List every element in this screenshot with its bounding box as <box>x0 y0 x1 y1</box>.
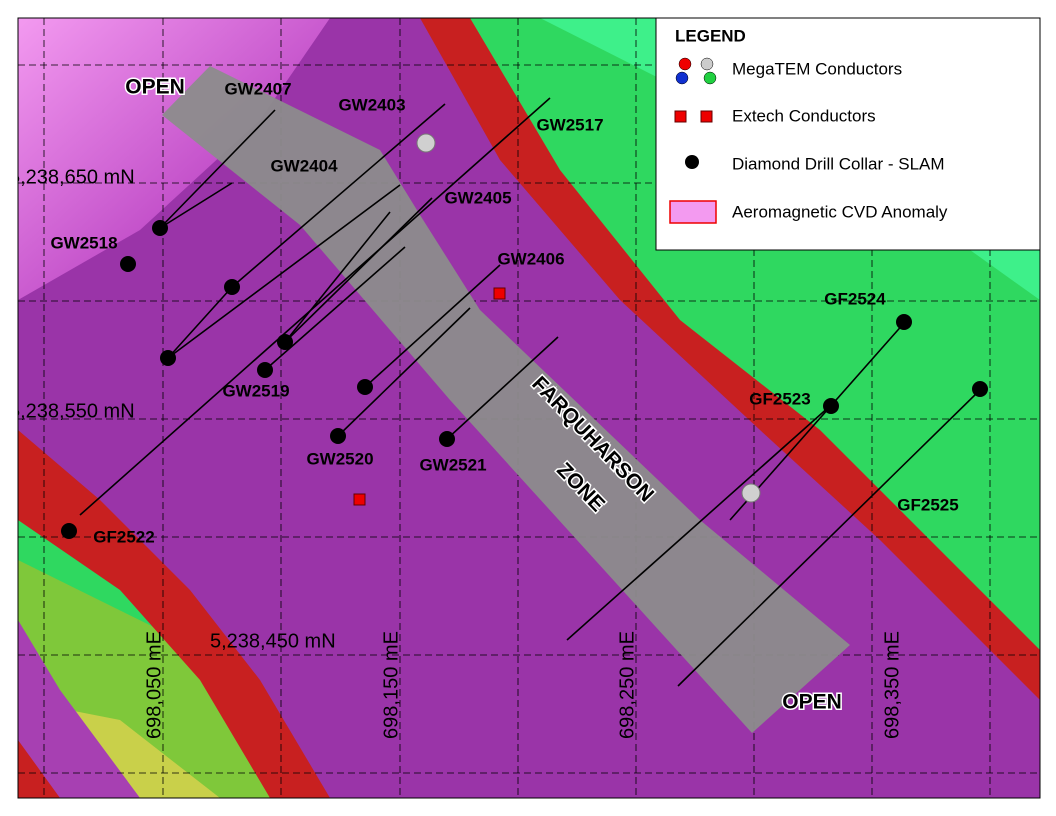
drill-collar <box>896 314 912 330</box>
open-label: OPEN <box>125 76 185 99</box>
legend-box <box>655 17 1041 251</box>
easting-label: 698,150 mE <box>380 631 402 739</box>
drill-trace <box>337 307 471 437</box>
drill-collar <box>160 350 176 366</box>
drill-trace <box>231 103 446 288</box>
drill-collar <box>152 220 168 236</box>
hole-label: GF2522 <box>93 527 154 546</box>
hole-label: GW2403 <box>338 95 405 114</box>
legend-label: Extech Conductors <box>732 106 876 125</box>
legend-symbol <box>678 57 692 71</box>
northing-label: 5,238,450 mN <box>210 630 336 652</box>
drill-trace <box>566 405 831 641</box>
drill-collar <box>972 381 988 397</box>
legend-symbol <box>700 110 713 123</box>
hole-label: GW2407 <box>224 79 291 98</box>
hole-label: GW2520 <box>306 449 373 468</box>
drill-trace <box>159 182 233 229</box>
northing-label: 5,238,650 mN <box>9 166 135 188</box>
northing-label: 5,238,550 mN <box>9 400 135 422</box>
hole-label: GW2517 <box>536 115 603 134</box>
drill-holes <box>61 97 988 687</box>
drill-collar <box>224 279 240 295</box>
legend-label: Aeromagnetic CVD Anomaly <box>732 202 948 221</box>
easting-label: 698,250 mE <box>616 631 638 739</box>
drill-collar <box>357 379 373 395</box>
hole-label: GW2521 <box>419 455 486 474</box>
farquharson-zone <box>162 66 850 733</box>
drill-trace <box>364 264 501 388</box>
drill-collar <box>439 431 455 447</box>
drill-trace <box>677 389 981 687</box>
hole-label: GW2405 <box>444 188 511 207</box>
extech-conductor <box>493 287 506 300</box>
drill-trace <box>729 321 906 521</box>
hole-label: GF2525 <box>897 495 958 514</box>
legend-label: MegaTEM Conductors <box>732 59 902 78</box>
legend-label: Diamond Drill Collar - SLAM <box>732 154 945 173</box>
legend-symbol <box>674 110 687 123</box>
drill-collar <box>823 398 839 414</box>
easting-label: 698,050 mE <box>143 631 165 739</box>
map-frame <box>17 17 1041 799</box>
drill-collar <box>277 334 293 350</box>
drill-trace <box>79 97 551 516</box>
hole-label: GW2404 <box>270 156 338 175</box>
legend-symbol <box>675 71 689 85</box>
hole-label: GF2524 <box>824 289 886 308</box>
hole-label: GW2406 <box>497 249 564 268</box>
drill-trace <box>159 109 276 229</box>
hole-label: GW2519 <box>222 381 289 400</box>
legend-title: LEGEND <box>675 26 746 45</box>
drill-collar <box>257 362 273 378</box>
legend-symbol <box>685 155 699 169</box>
easting-label: 698,350 mE <box>881 631 903 739</box>
drill-trace <box>284 197 433 343</box>
hole-label: GF2523 <box>749 389 810 408</box>
megatem-conductor <box>416 133 436 153</box>
drill-collar <box>330 428 346 444</box>
drill-collar <box>61 523 77 539</box>
drill-trace <box>167 184 401 359</box>
extech-conductor <box>353 493 366 506</box>
margin <box>0 0 18 816</box>
drill-trace <box>284 211 391 343</box>
legend-symbol <box>700 57 714 71</box>
open-label: OPEN <box>782 691 842 714</box>
legend-symbol <box>703 71 717 85</box>
drill-trace <box>264 246 406 371</box>
drill-trace <box>167 286 233 359</box>
legend: LEGEND MegaTEM Conductors Extech Conduct… <box>655 17 1041 251</box>
drill-collar <box>120 256 136 272</box>
drill-trace <box>446 336 559 440</box>
hole-label: GW2518 <box>50 233 117 252</box>
legend-symbol <box>669 200 717 224</box>
megatem-conductor <box>741 483 761 503</box>
